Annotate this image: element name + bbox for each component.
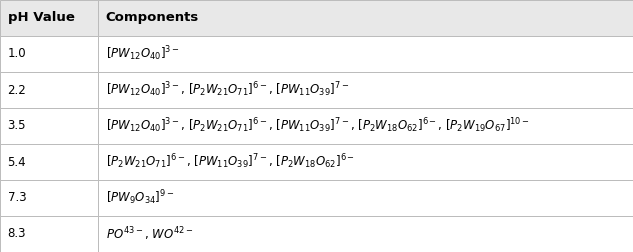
Bar: [0, 216, 98, 252]
Text: Components: Components: [106, 12, 199, 24]
Text: 7.3: 7.3: [8, 192, 26, 205]
Text: pH Value: pH Value: [8, 12, 75, 24]
Bar: [98, 72, 633, 108]
Bar: [0, 72, 98, 108]
Bar: [98, 216, 633, 252]
Text: 8.3: 8.3: [8, 228, 26, 240]
Bar: [0, 180, 98, 216]
Bar: [98, 144, 633, 180]
Text: $[PW_{12}O_{40}]^{3-}$: $[PW_{12}O_{40}]^{3-}$: [106, 45, 180, 63]
Bar: [0, 0, 98, 36]
Text: 1.0: 1.0: [8, 47, 26, 60]
Bar: [0, 144, 98, 180]
Text: $[P_2W_{21}O_{71}]^{6-}$, $[PW_{11}O_{39}]^{7-}$, $[P_2W_{18}O_{62}]^{6-}$: $[P_2W_{21}O_{71}]^{6-}$, $[PW_{11}O_{39…: [106, 153, 354, 171]
Text: $[PW_{12}O_{40}]^{3-}$, $[P_2W_{21}O_{71}]^{6-}$, $[PW_{11}O_{39}]^{7-}$, $[P_2W: $[PW_{12}O_{40}]^{3-}$, $[P_2W_{21}O_{71…: [106, 117, 530, 135]
Text: $[PW_{12}O_{40}]^{3-}$, $[P_2W_{21}O_{71}]^{6-}$, $[PW_{11}O_{39}]^{7-}$: $[PW_{12}O_{40}]^{3-}$, $[P_2W_{21}O_{71…: [106, 81, 349, 99]
Text: 5.4: 5.4: [8, 155, 26, 169]
Bar: [98, 0, 633, 36]
Text: $PO^{43-}$, $WO^{42-}$: $PO^{43-}$, $WO^{42-}$: [106, 225, 193, 243]
Bar: [98, 180, 633, 216]
Text: 2.2: 2.2: [8, 83, 27, 97]
Bar: [98, 36, 633, 72]
Bar: [98, 108, 633, 144]
Bar: [0, 108, 98, 144]
Bar: [0, 36, 98, 72]
Text: 3.5: 3.5: [8, 119, 26, 133]
Text: $[PW_9O_{34}]^{9-}$: $[PW_9O_{34}]^{9-}$: [106, 189, 174, 207]
